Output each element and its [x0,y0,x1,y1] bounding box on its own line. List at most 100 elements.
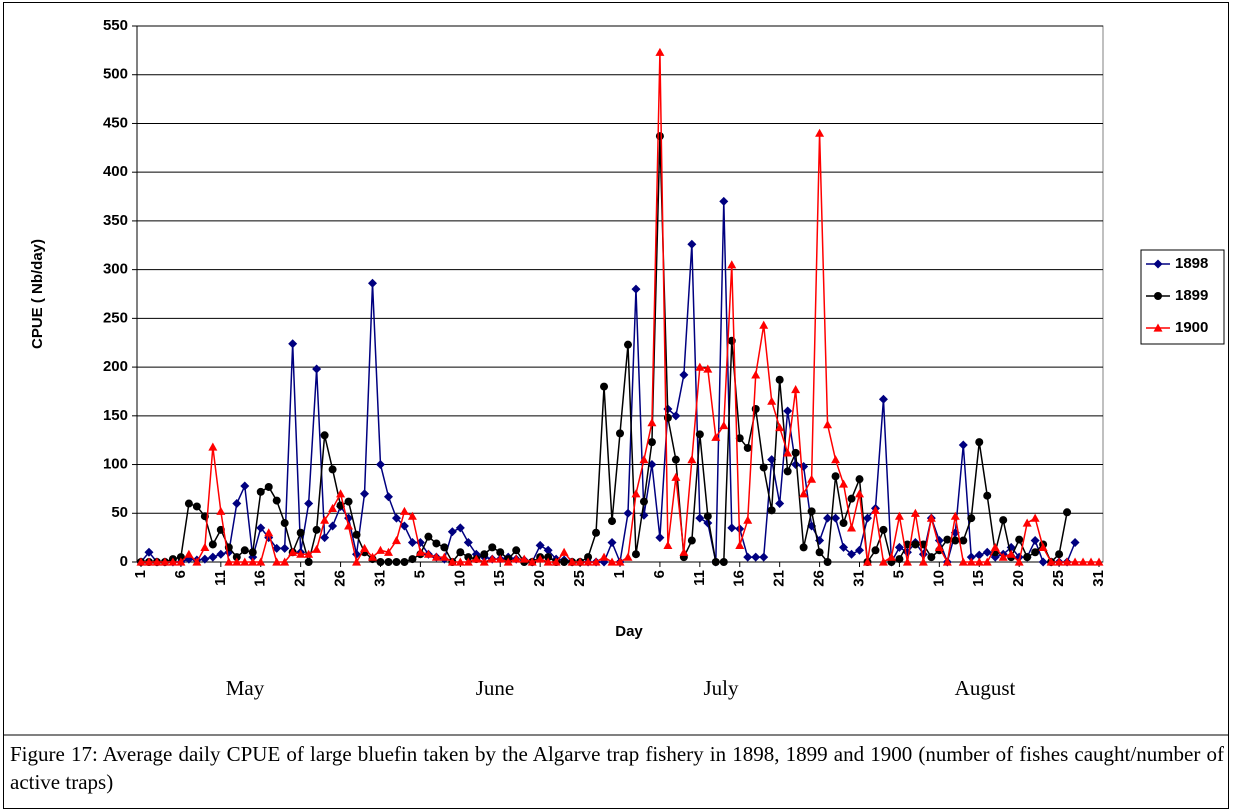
data-point [360,543,370,552]
data-point [1070,538,1080,548]
data-point [560,558,569,566]
data-point [519,554,529,563]
x-tick-label: 20 [1010,570,1027,587]
data-point [184,499,193,508]
data-point [1062,557,1072,566]
data-point [1030,513,1040,522]
data-point [671,472,681,481]
data-point [751,404,760,413]
data-point [631,284,641,294]
data-point [248,548,257,557]
data-point [591,557,601,566]
data-point [535,554,545,563]
data-point [831,455,841,464]
data-point [208,552,218,562]
data-point [687,239,697,249]
data-point [240,546,249,555]
data-point [823,513,833,523]
legend-marker [1153,323,1163,332]
data-point [711,558,720,566]
data-point [320,533,330,543]
data-point [831,513,841,523]
x-tick-label: 26 [811,570,828,587]
data-point [767,506,776,515]
data-point [895,555,904,564]
data-point [575,557,585,566]
series-line [140,136,1068,565]
data-point [950,511,960,520]
data-point [639,455,649,464]
data-point [767,396,777,405]
y-tick-label: 150 [103,407,128,424]
data-point [320,515,330,524]
data-point [1038,557,1048,567]
data-point [839,519,848,528]
data-point [336,489,346,498]
data-point [647,438,656,447]
data-point [1054,557,1064,566]
data-point [791,448,800,457]
y-tick-label: 0 [120,553,128,570]
data-point [839,542,849,552]
data-point [592,528,601,537]
data-point [176,557,186,566]
data-point [791,385,801,394]
data-point [831,472,840,481]
data-point [392,558,401,566]
data-point [815,128,825,137]
data-point [543,545,553,555]
data-point [1022,518,1032,527]
data-point [488,543,497,552]
data-point [878,557,888,566]
data-point [232,557,242,566]
x-tick-label: 31 [371,570,388,587]
data-point [998,552,1008,561]
y-tick-label: 100 [103,456,128,473]
data-point [1070,557,1080,566]
x-tick-label: 11 [691,570,708,586]
legend-label: 1898 [1175,255,1208,272]
x-tick-label: 20 [531,570,548,587]
caption: Figure 17: Average daily CPUE of large b… [10,742,1224,794]
x-tick-label: 1 [611,570,628,578]
data-point [799,543,808,552]
data-point [751,552,761,562]
data-point [272,557,282,566]
data-point [424,532,433,541]
data-point [584,553,593,562]
data-point [495,554,505,563]
data-point [735,540,745,550]
month-label: June [476,676,515,700]
data-point [982,547,992,557]
data-point [463,557,473,566]
data-point [886,552,896,561]
data-point [671,411,681,421]
x-tick-label: 26 [332,570,349,587]
data-point [200,542,210,551]
data-point [655,132,664,141]
data-point [232,499,242,509]
data-point [615,557,625,566]
data-point [432,539,441,548]
data-point [959,536,968,545]
data-point [248,557,258,566]
data-point [951,536,960,545]
data-point [823,558,832,566]
data-point [399,506,409,515]
data-point [312,544,322,553]
data-point [1014,557,1024,566]
data-point [719,421,729,430]
data-point [783,406,793,416]
data-point [1086,557,1096,566]
data-point [383,547,393,556]
data-point [439,552,449,561]
data-point [200,554,210,564]
data-point [543,557,553,566]
data-point [679,370,689,380]
y-axis-title: CPUE ( Nb/day) [29,239,46,349]
data-point [567,557,577,566]
data-point [926,513,936,522]
data-point [384,558,393,566]
series-line [140,52,1100,565]
